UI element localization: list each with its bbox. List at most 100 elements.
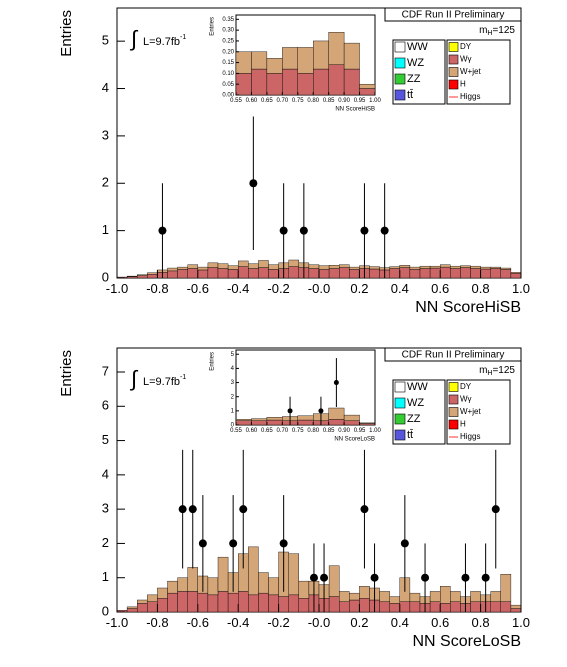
histogram-bin bbox=[429, 601, 441, 613]
header: CDF Run II Preliminary bbox=[402, 350, 505, 361]
histogram-bin bbox=[297, 73, 314, 96]
histogram-bin bbox=[308, 268, 320, 279]
data-point bbox=[421, 573, 430, 582]
histogram-bin bbox=[217, 591, 229, 613]
histogram-bin bbox=[167, 270, 178, 279]
legend-label: W+jet bbox=[460, 407, 481, 416]
y-tick-label: 1 bbox=[102, 222, 109, 237]
histogram-bin bbox=[440, 586, 451, 604]
histogram-bin bbox=[470, 601, 481, 613]
data-point bbox=[400, 539, 409, 548]
histogram-bin bbox=[217, 263, 229, 269]
histogram-bin bbox=[136, 274, 148, 276]
data-point bbox=[287, 408, 293, 414]
legend-label: W+jet bbox=[460, 67, 481, 76]
legend-label: DY bbox=[460, 382, 472, 391]
histogram-bin bbox=[328, 32, 345, 65]
legend-label: ZZ bbox=[407, 413, 421, 425]
histogram-bin bbox=[470, 591, 481, 602]
y-tick-label: 3 bbox=[102, 501, 109, 516]
histogram-bin bbox=[288, 553, 300, 596]
histogram-bin bbox=[126, 276, 138, 279]
y-tick-label: 3 bbox=[231, 380, 235, 386]
x-tick-label: 0.85 bbox=[323, 98, 335, 104]
histogram-bin bbox=[237, 266, 249, 279]
y-tick-label: 0.20 bbox=[222, 49, 234, 55]
x-tick-label: 0.70 bbox=[276, 428, 288, 434]
histogram-bin bbox=[167, 267, 178, 272]
histogram-bin bbox=[282, 47, 298, 70]
histogram-bin bbox=[258, 592, 269, 613]
histogram-bin bbox=[297, 419, 314, 426]
histogram-bin bbox=[490, 591, 502, 602]
x-tick-label: 0.90 bbox=[338, 98, 350, 104]
histogram-bin bbox=[197, 266, 209, 271]
y-tick-label: 0.35 bbox=[222, 17, 234, 23]
y-tick-label: 5 bbox=[102, 33, 109, 48]
histogram-bin bbox=[147, 274, 158, 279]
histogram-bin bbox=[339, 591, 350, 602]
data-point bbox=[158, 226, 167, 235]
x-tick-label: -1.0 bbox=[106, 615, 128, 630]
legend-label: Higgs bbox=[460, 92, 480, 101]
data-point bbox=[320, 573, 329, 582]
histogram-bin bbox=[251, 51, 268, 70]
data-point bbox=[198, 539, 207, 548]
histogram-bin bbox=[419, 268, 431, 279]
x-tick-label: -0.2 bbox=[267, 615, 289, 630]
data-point bbox=[279, 539, 288, 548]
histogram-bin bbox=[510, 604, 522, 609]
x-tick-label: -0.4 bbox=[227, 615, 249, 630]
histogram-bin bbox=[167, 580, 178, 594]
x-tick-label: 0.8 bbox=[472, 615, 490, 630]
legend-swatch bbox=[448, 407, 459, 417]
y-tick-label: 2 bbox=[102, 175, 109, 190]
histogram-bin bbox=[450, 601, 461, 613]
histogram-bin bbox=[258, 572, 269, 594]
x-axis-label: NN ScoreLoSB bbox=[413, 633, 522, 650]
histogram-bin bbox=[359, 423, 376, 426]
histogram-bin bbox=[328, 64, 345, 96]
histogram-bin bbox=[409, 592, 421, 602]
x-tick-label: 0.55 bbox=[230, 98, 242, 104]
y-axis-label: Entries bbox=[210, 17, 216, 36]
x-tick-label: 0.65 bbox=[261, 428, 273, 434]
histogram-bin bbox=[369, 266, 380, 270]
y-tick-label: 0 bbox=[231, 423, 235, 429]
histogram-bin bbox=[237, 591, 249, 613]
x-tick-label: 1.00 bbox=[369, 428, 381, 434]
histogram-bin bbox=[409, 601, 421, 613]
x-tick-label: 0.60 bbox=[246, 428, 258, 434]
legend-label: Wγ bbox=[460, 55, 472, 64]
histogram-bin bbox=[359, 88, 376, 96]
histogram-bin bbox=[379, 591, 390, 602]
plot-frame bbox=[235, 349, 376, 426]
histogram-bin bbox=[157, 598, 168, 613]
histogram-bin bbox=[313, 40, 329, 70]
histogram-bin bbox=[207, 594, 219, 613]
histogram-bin bbox=[359, 598, 370, 613]
histogram-bin bbox=[328, 265, 340, 269]
histogram-bin bbox=[450, 265, 461, 269]
histogram-bin bbox=[268, 264, 279, 270]
legend-swatch bbox=[394, 381, 406, 393]
histogram-bin bbox=[266, 419, 283, 426]
histogram-bin bbox=[359, 422, 376, 424]
x-tick-label: 0.6 bbox=[431, 281, 449, 296]
lumi-text: L=9.7fb bbox=[143, 376, 180, 388]
data-point bbox=[360, 505, 369, 514]
x-tick-label: -1.0 bbox=[106, 281, 128, 296]
data-point bbox=[309, 573, 318, 582]
histogram-bin bbox=[298, 598, 310, 613]
histogram-bin bbox=[288, 266, 300, 279]
x-tick-label: 0.75 bbox=[292, 98, 304, 104]
histogram-bin bbox=[440, 603, 451, 613]
x-axis-label: NN ScoreHiSB bbox=[415, 299, 521, 316]
legend-swatch bbox=[448, 382, 459, 392]
mass-rest: =125 bbox=[492, 365, 515, 376]
histogram-bin bbox=[470, 265, 481, 269]
histogram-bin bbox=[157, 587, 168, 599]
mass-label: mH=125 bbox=[479, 25, 515, 37]
x-tick-label: 0.80 bbox=[307, 428, 319, 434]
header: CDF Run II Preliminary bbox=[402, 10, 505, 21]
